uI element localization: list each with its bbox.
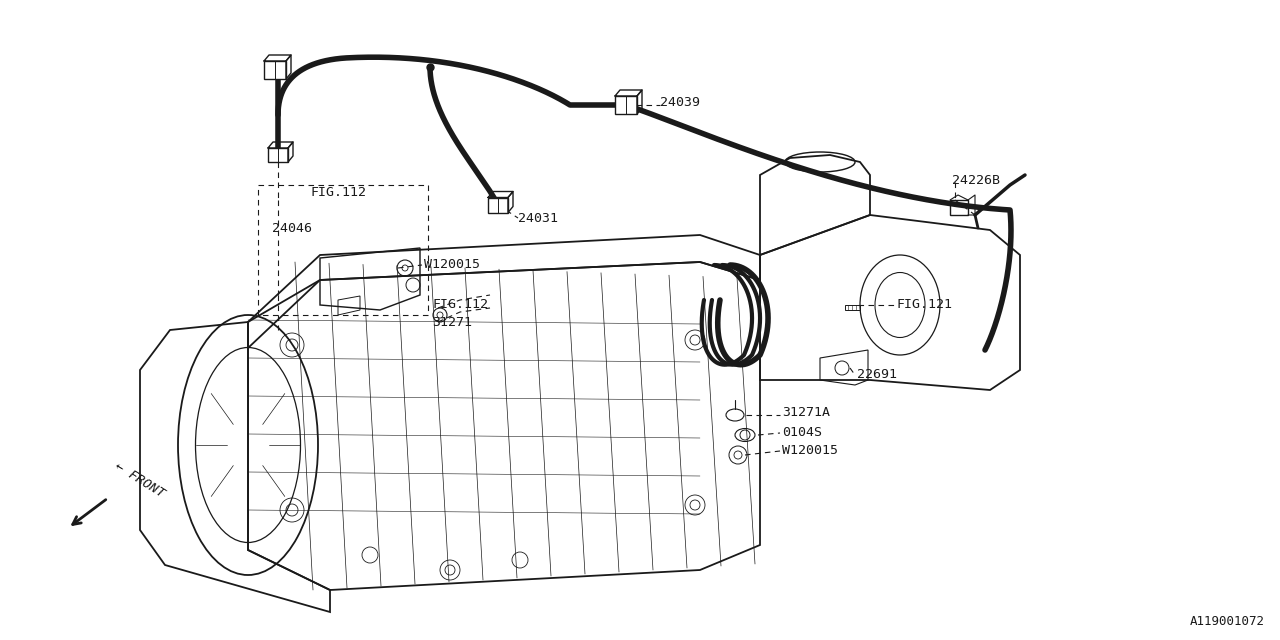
Text: FIG.112: FIG.112: [310, 186, 366, 198]
Text: 31271A: 31271A: [782, 406, 829, 419]
Text: 22691: 22691: [858, 369, 897, 381]
Bar: [259, 185, 428, 315]
Text: 24046: 24046: [273, 221, 312, 234]
Bar: [268, 148, 288, 162]
Text: ← FRONT: ← FRONT: [113, 460, 166, 500]
Text: 0104S: 0104S: [782, 426, 822, 440]
Text: 31271: 31271: [433, 316, 472, 328]
Text: A119001072: A119001072: [1190, 615, 1265, 628]
Bar: [614, 96, 637, 114]
Bar: [488, 198, 508, 212]
Text: W120015: W120015: [424, 259, 480, 271]
Bar: [264, 61, 285, 79]
Text: 24226B: 24226B: [952, 173, 1000, 186]
Text: 24039: 24039: [660, 97, 700, 109]
Text: FIG.112: FIG.112: [433, 298, 488, 312]
Text: FIG.121: FIG.121: [897, 298, 954, 312]
Text: W120015: W120015: [782, 445, 838, 458]
Text: 24031: 24031: [518, 211, 558, 225]
